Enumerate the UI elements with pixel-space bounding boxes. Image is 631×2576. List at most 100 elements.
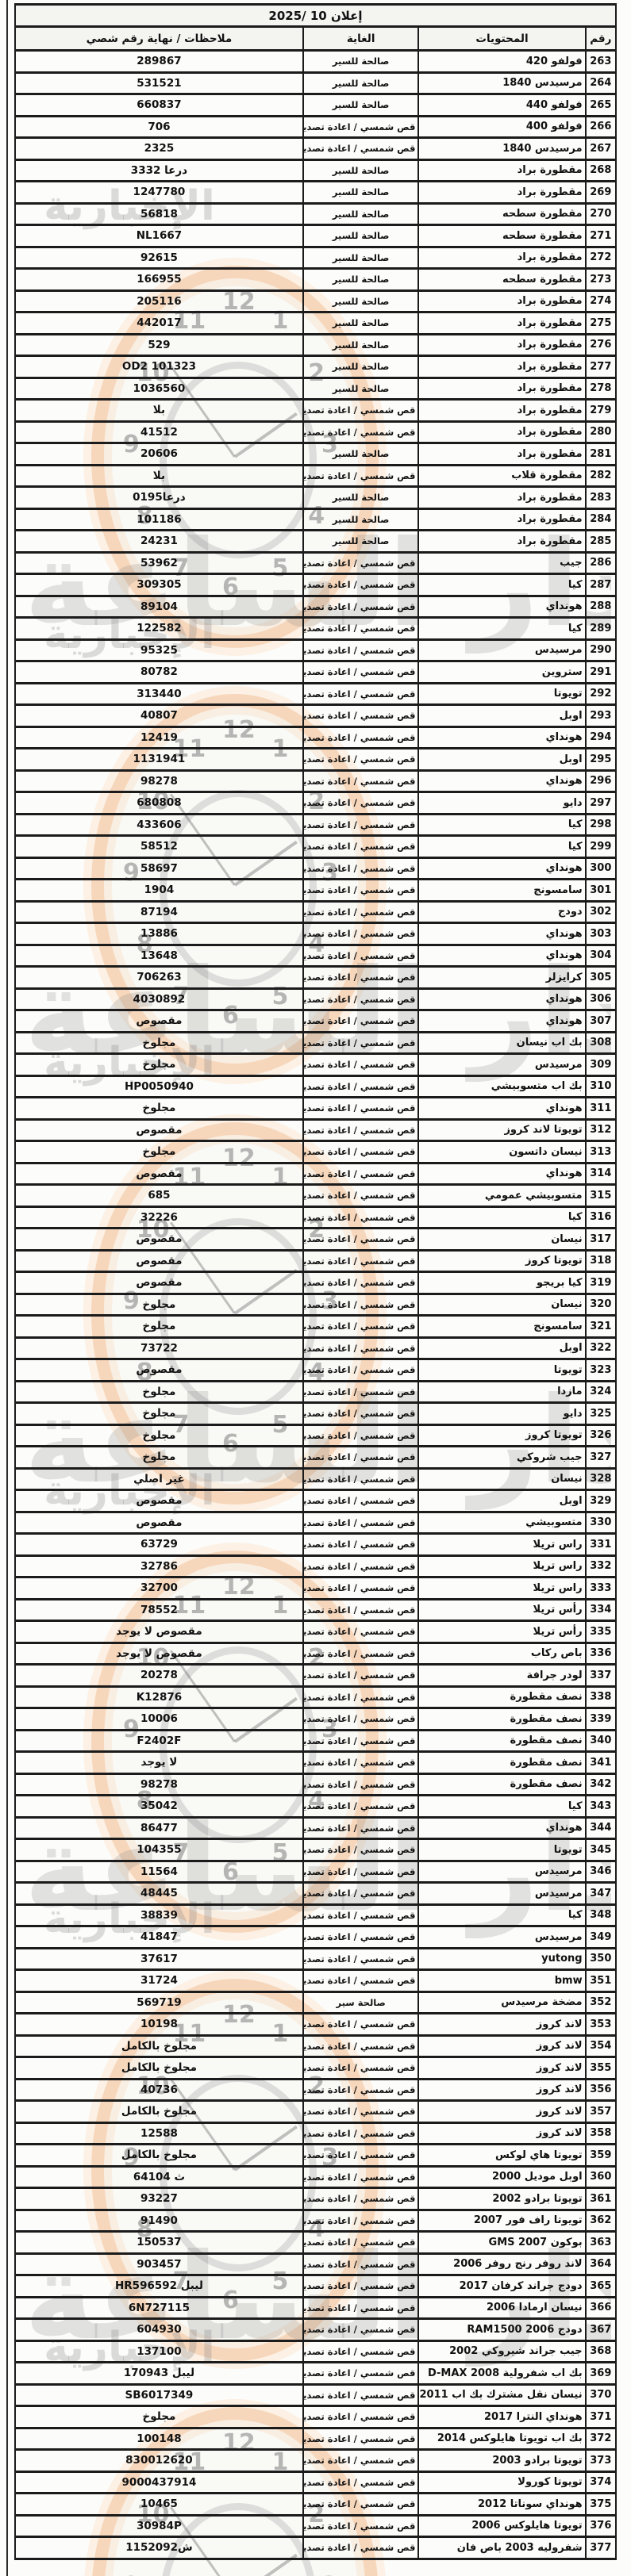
table-row: 310 بك اب متسوبيشي قص شمسي / اعادة تصدير HP… xyxy=(14,1074,618,1098)
cell-number: 377 xyxy=(584,2536,618,2560)
cell-category: صالحة للسير xyxy=(302,355,420,379)
clock-number: 9 xyxy=(123,2572,140,2576)
cell-number: 336 xyxy=(584,1641,618,1666)
table-row: 360 اوبل موديل 2000 قص شمسي / اعادة تصدير ث… xyxy=(14,2164,618,2189)
page-left-border xyxy=(6,0,8,2576)
cell-number: 352 xyxy=(584,1990,618,2014)
table-header-row: رقم المحتويات الغاية ملاحظات / نهاية رقم… xyxy=(14,25,618,52)
table-row: 316 كيا قص شمسي / اعادة تصدير 32226 xyxy=(14,1205,618,1229)
cell-contents: نيسان ارمادا 2006 xyxy=(417,2295,587,2320)
cell-category: قص شمسي / اعادة تصدير xyxy=(302,1227,420,1252)
cell-number: 287 xyxy=(584,573,618,597)
table-row: 304 هونداي قص شمسي / اعادة تصدير 13648 xyxy=(14,943,618,968)
cell-notes: 13648 xyxy=(14,943,304,968)
table-row: 308 بك اب نيسان قص شمسي / اعادة تصدير مجلوخ xyxy=(14,1030,618,1055)
cell-notes: بلا xyxy=(14,398,304,423)
cell-notes: ث 64104 xyxy=(14,2164,304,2189)
table-row: 351 bmw قص شمسي / اعادة تصدير 31724 xyxy=(14,1968,618,1993)
cell-notes: مقصوص xyxy=(14,1271,304,1295)
cell-number: 317 xyxy=(584,1227,618,1252)
cell-notes: ش1152092 xyxy=(14,2536,304,2560)
cell-notes: 10006 xyxy=(14,1707,304,1731)
cell-number: 306 xyxy=(584,987,618,1011)
cell-notes: 2325 xyxy=(14,136,304,161)
table-row: 327 جيب شروكي قص شمسي / اعادة تصدير مجلوخ xyxy=(14,1445,618,1470)
cell-number: 344 xyxy=(584,1815,618,1840)
cell-contents: لاند كروز xyxy=(417,2121,587,2145)
cell-category: قص شمسي / اعادة تصدير xyxy=(302,1946,420,1971)
cell-number: 293 xyxy=(584,703,618,728)
cell-category: قص شمسي / اعادة تصدير xyxy=(302,1685,420,1709)
cell-category: قص شمسي / اعادة تصدير xyxy=(302,1597,420,1622)
cell-number: 345 xyxy=(584,1838,618,1862)
cell-number: 365 xyxy=(584,2274,618,2298)
cell-notes: 12588 xyxy=(14,2121,304,2145)
cell-category: قص شمسي / اعادة تصدير xyxy=(302,1620,420,1644)
table-row: 307 هونداي قص شمسي / اعادة تصدير مقصوص xyxy=(14,1009,618,1033)
cell-number: 265 xyxy=(584,93,618,117)
cell-contents: بك اب متسوبيشي xyxy=(417,1074,587,1098)
cell-category: قص شمسي / اعادة تصدير xyxy=(302,594,420,619)
cell-category: قص شمسي / اعادة تصدير xyxy=(302,2513,420,2538)
cell-number: 292 xyxy=(584,681,618,706)
cell-category: قص شمسي / اعادة تصدير xyxy=(302,2012,420,2037)
cell-notes: غير اصلي xyxy=(14,1466,304,1491)
table-row: 285 مقطورة براد صالحة للسير 24231 xyxy=(14,529,618,554)
table-row: 374 تويوتا كورولا قص شمسي / اعادة تصدير 900… xyxy=(14,2470,618,2494)
table-row: 326 تويوتا كروز قص شمسي / اعادة تصدير مجلوخ xyxy=(14,1423,618,1447)
cell-notes: 569719 xyxy=(14,1990,304,2014)
cell-category: قص شمسي / اعادة تصدير xyxy=(302,1030,420,1055)
cell-category: قص شمسي / اعادة تصدير xyxy=(302,420,420,444)
cell-notes: درعا 3332 xyxy=(14,158,304,182)
cell-number: 304 xyxy=(584,943,618,968)
cell-contents: تويوتا راف فور 2007 xyxy=(417,2208,587,2233)
cell-notes: 95325 xyxy=(14,638,304,662)
cell-contents: لاند كروز xyxy=(417,2099,587,2124)
cell-notes: 1131941 xyxy=(14,747,304,772)
cell-contents: نصف مقطورة xyxy=(417,1685,587,1709)
cell-contents: مضخة مرسيدس xyxy=(417,1990,587,2014)
cell-contents: تويوتا برادو 2003 xyxy=(417,2448,587,2473)
cell-notes: 89104 xyxy=(14,594,304,619)
table-row: 298 كيا قص شمسي / اعادة تصدير 433606 xyxy=(14,812,618,837)
cell-notes: مجلوخ xyxy=(14,1292,304,1317)
cell-notes: 41847 xyxy=(14,1925,304,1949)
cell-number: 275 xyxy=(584,311,618,335)
cell-notes: 10198 xyxy=(14,2012,304,2037)
table-row: 267 مرسيدس 1840 قص شمسي / اعادة تصدير 2325 xyxy=(14,136,618,161)
cell-notes: 31724 xyxy=(14,1968,304,1993)
cell-notes: مجلوخ بالكامل xyxy=(14,2143,304,2168)
table-row: 276 مقطورة براد صالحة للسير 529 xyxy=(14,332,618,357)
cell-number: 278 xyxy=(584,376,618,401)
cell-category: قص شمسي / اعادة تصدير xyxy=(302,2121,420,2145)
table-row: 358 لاند كروز قص شمسي / اعادة تصدير 12588 xyxy=(14,2121,618,2145)
table-row: 271 مقطورة سطحه صالحة للسير NL1667 xyxy=(14,224,618,248)
cell-notes: 35042 xyxy=(14,1794,304,1819)
table-row: 317 نيسان قص شمسي / اعادة تصدير مقصوص xyxy=(14,1227,618,1252)
cell-category: قص شمسي / اعادة تصدير xyxy=(302,1445,420,1470)
cell-notes: 313440 xyxy=(14,681,304,706)
cell-number: 337 xyxy=(584,1663,618,1688)
table-row: 328 نيسان قص شمسي / اعادة تصدير غير اصلي xyxy=(14,1466,618,1491)
cell-contents: كيا xyxy=(417,616,587,641)
cell-notes: 41512 xyxy=(14,420,304,444)
cell-contents: تويوتا هاي لوكس xyxy=(417,2143,587,2168)
table-row: 270 مقطورة سطحه صالحة للسير 56818 xyxy=(14,201,618,226)
cell-notes: 289867 xyxy=(14,49,304,74)
cell-category: صالحة للسير xyxy=(302,224,420,248)
table-row: 330 متسوبيشي قص شمسي / اعادة تصدير مقصوص xyxy=(14,1510,618,1535)
cell-category: قص شمسي / اعادة تصدير xyxy=(302,1074,420,1098)
cell-number: 351 xyxy=(584,1968,618,1993)
cell-number: 370 xyxy=(584,2382,618,2407)
table-row: 319 كيا بريجو قص شمسي / اعادة تصدير مقصوص xyxy=(14,1271,618,1295)
cell-notes: مجلوخ xyxy=(14,2405,304,2429)
table-row: 363 بوكون GMS 2007 قص شمسي / اعادة تصدير 15… xyxy=(14,2230,618,2255)
cell-category: صالحة للسير xyxy=(302,529,420,554)
cell-contents: هونداي xyxy=(417,769,587,793)
cell-notes: 10465 xyxy=(14,2492,304,2517)
cell-number: 367 xyxy=(584,2317,618,2342)
table-row: 333 راس تريلا قص شمسي / اعادة تصدير 32700 xyxy=(14,1576,618,1600)
cell-notes: 11564 xyxy=(14,1859,304,1884)
cell-number: 295 xyxy=(584,747,618,772)
cell-number: 316 xyxy=(584,1205,618,1229)
